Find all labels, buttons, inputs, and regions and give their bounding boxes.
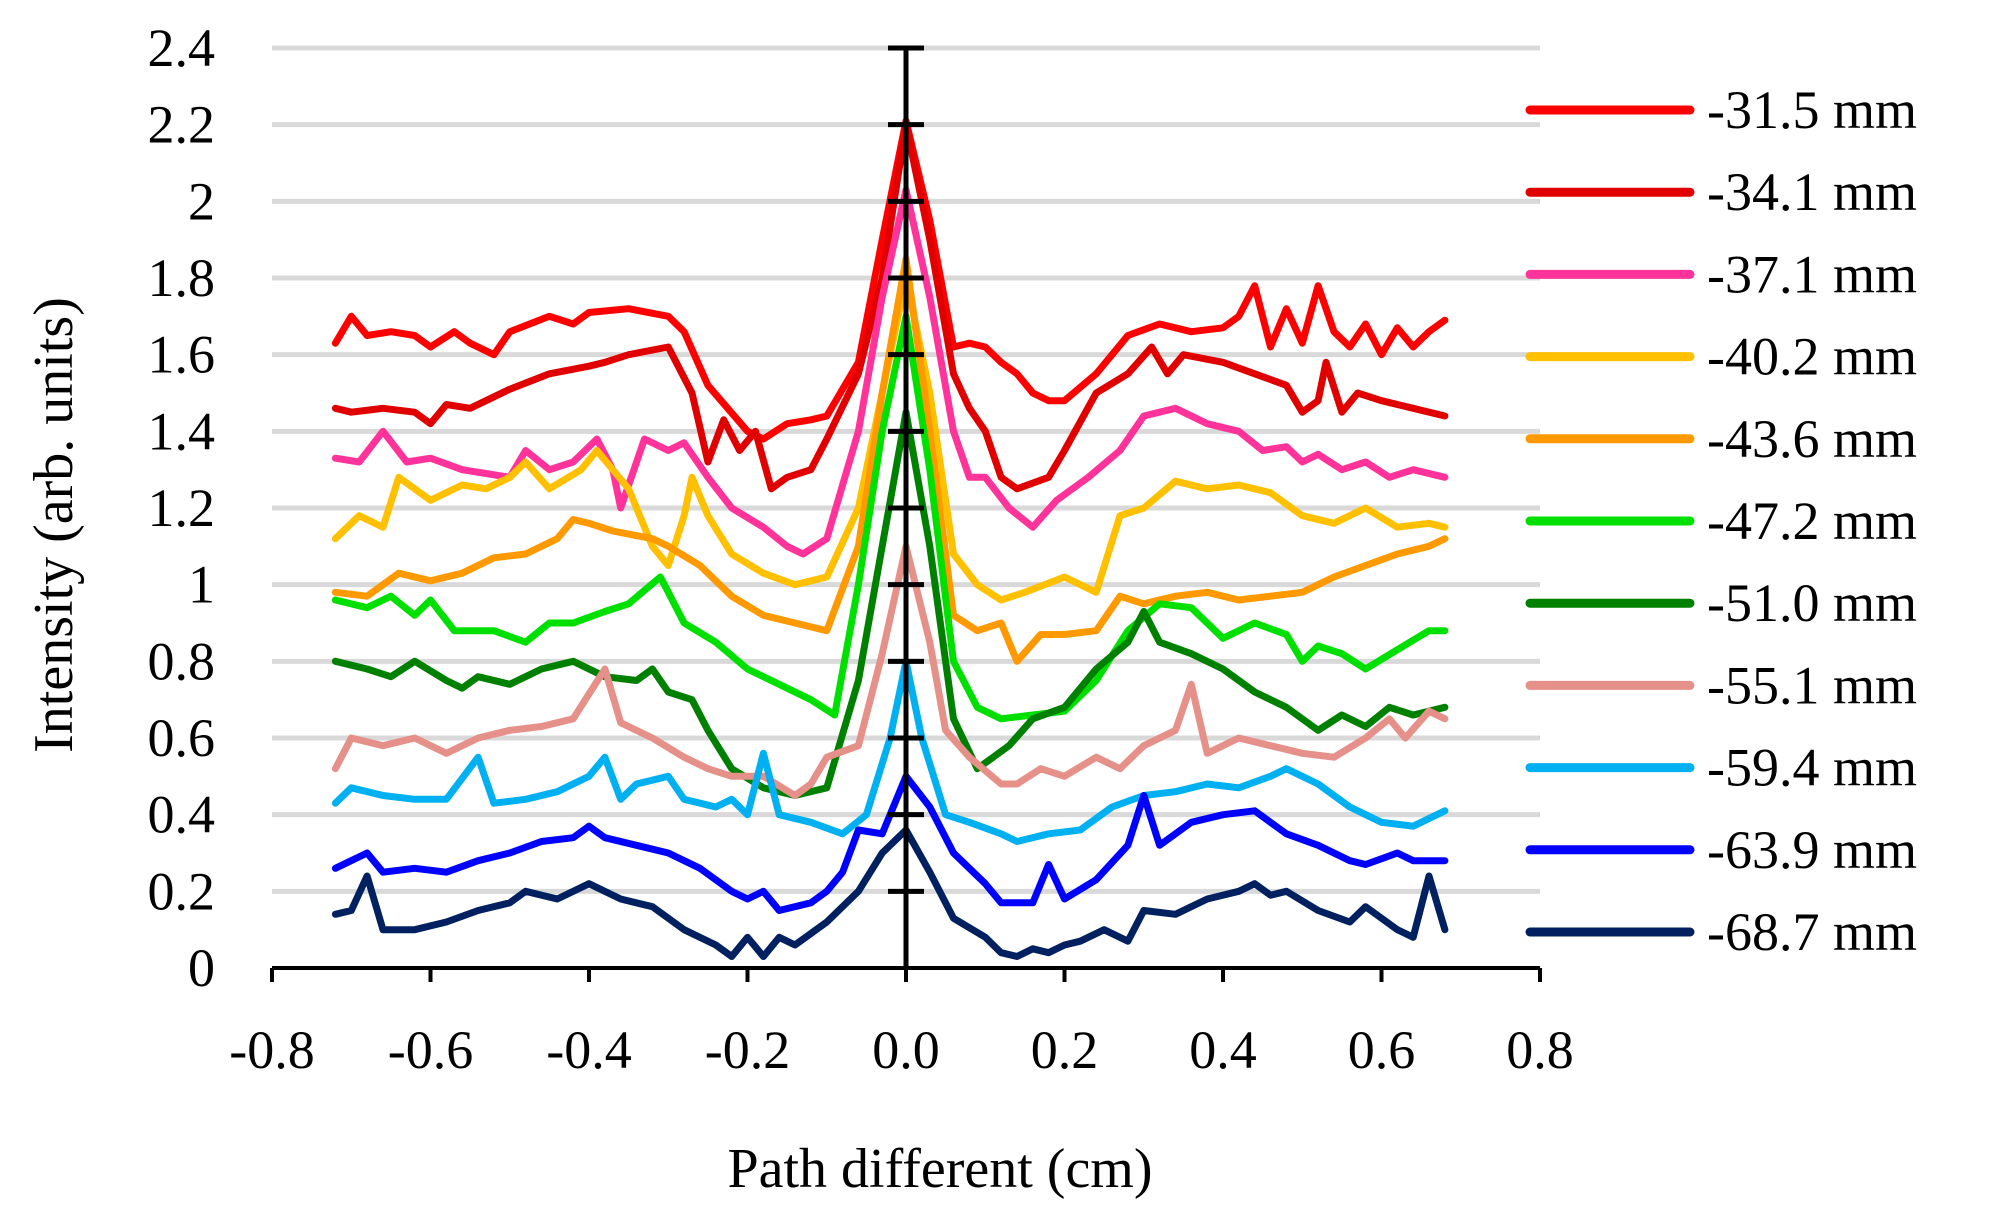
data-series [331, 117, 1449, 960]
legend-label: -55.1 mm [1707, 655, 1917, 715]
y-tick-label: 0.6 [148, 708, 216, 768]
series-line [331, 408, 1449, 799]
x-tick-label: -0.8 [229, 1020, 314, 1080]
legend-label: -37.1 mm [1707, 244, 1917, 304]
x-tick-label: 0.8 [1506, 1020, 1574, 1080]
y-tick-label: 1.8 [148, 248, 216, 308]
legend-label: -34.1 mm [1707, 162, 1917, 222]
x-axis-ticks: -0.8 -0.6 -0.4 -0.2 0.0 0.2 0.4 0.6 0.8 [229, 968, 1574, 1080]
x-tick-label: 0.0 [872, 1020, 940, 1080]
y-tick-label: 0.4 [148, 785, 216, 845]
y-axis-ticks: 0 0.2 0.4 0.6 0.8 1 1.2 1.4 1.6 1.8 2 2.2 2.4 [148, 18, 216, 998]
x-tick-label: -0.4 [546, 1020, 631, 1080]
y-axis-title: Intensity (arb. units) [23, 297, 85, 753]
legend-label: -40.2 mm [1707, 327, 1917, 387]
series-line [331, 772, 1449, 914]
legend-label: -43.6 mm [1707, 409, 1917, 469]
series-line [331, 186, 1449, 558]
y-tick-label: 2.2 [148, 95, 216, 155]
series-line [331, 826, 1449, 960]
legend-label: -31.5 mm [1707, 80, 1917, 140]
y-tick-label: 1.2 [148, 478, 216, 538]
series-line [331, 274, 1449, 604]
legend: -31.5 mm -34.1 mm -37.1 mm -40.2 mm -43.6 mm… [1525, 80, 1917, 962]
series-line [331, 542, 1449, 799]
x-tick-label: -0.6 [388, 1020, 473, 1080]
y-tick-label: 0.2 [148, 861, 216, 921]
y-tick-label: 2.4 [148, 18, 216, 78]
series-line [331, 312, 1449, 723]
y-tick-label: 0 [188, 938, 215, 998]
series-line [331, 121, 1449, 493]
legend-label: -59.4 mm [1707, 738, 1917, 798]
y-tick-label: 1 [188, 555, 215, 615]
legend-label: -68.7 mm [1707, 902, 1917, 962]
legend-label: -63.9 mm [1707, 820, 1917, 880]
y-tick-label: 0.8 [148, 631, 216, 691]
y-tick-label: 1.4 [148, 401, 216, 461]
x-axis-title: Path different (cm) [727, 1138, 1152, 1200]
y-tick-label: 2 [188, 171, 215, 231]
series-line [331, 657, 1449, 845]
x-tick-label: 0.2 [1031, 1020, 1099, 1080]
legend-label: -51.0 mm [1707, 573, 1917, 633]
x-tick-label: -0.2 [705, 1020, 790, 1080]
x-tick-label: 0.4 [1189, 1020, 1257, 1080]
error-bar [888, 45, 924, 968]
legend-label: -47.2 mm [1707, 491, 1917, 551]
x-tick-label: 0.6 [1348, 1020, 1416, 1080]
series-line [331, 117, 1449, 443]
y-tick-label: 1.6 [148, 325, 216, 385]
